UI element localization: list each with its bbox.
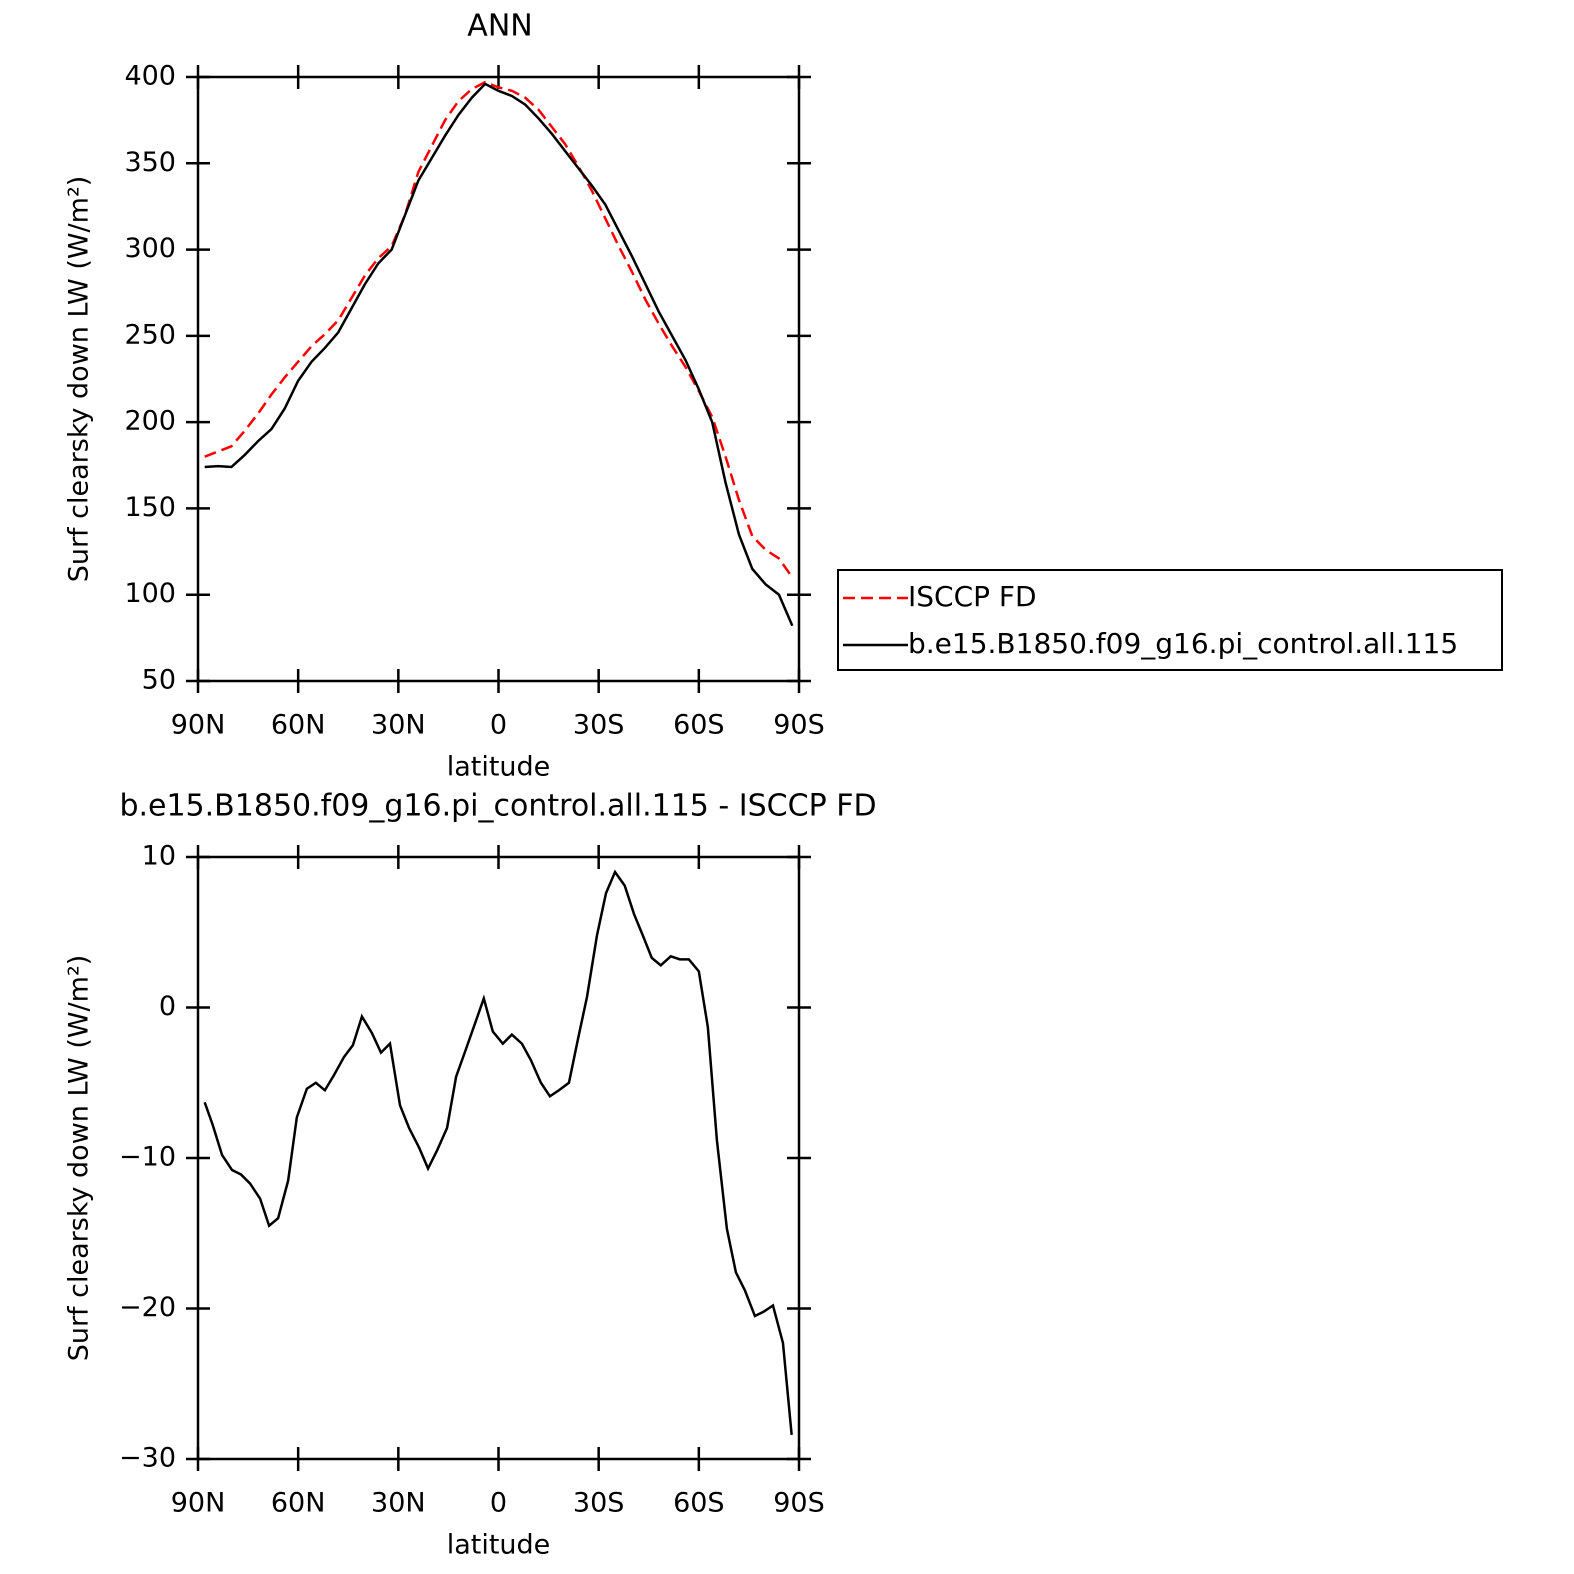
y-axis-label: Surf clearsky down LW (W/m²) <box>64 955 95 1362</box>
x-tick-label: 30S <box>573 1488 625 1519</box>
data-line <box>204 80 794 579</box>
y-tick-label: 350 <box>124 147 176 178</box>
x-tick-label: 90N <box>171 710 226 741</box>
y-tick-label: 150 <box>124 492 176 523</box>
y-tick-label: 400 <box>124 61 176 92</box>
x-tick-label: 0 <box>490 710 507 741</box>
x-tick-label: 30N <box>371 710 426 741</box>
y-tick-label: −10 <box>119 1142 176 1173</box>
data-line <box>204 82 794 627</box>
y-tick-label: 10 <box>142 841 176 872</box>
x-tick-label: 90S <box>773 710 825 741</box>
y-axis-label: Surf clearsky down LW (W/m²) <box>64 176 95 583</box>
plot-frame <box>196 855 801 1461</box>
x-tick-label: 90S <box>773 1488 825 1519</box>
x-tick-label: 30N <box>371 1488 426 1519</box>
y-tick-label: 300 <box>124 233 176 264</box>
y-tick-label: −20 <box>119 1292 176 1323</box>
y-tick-label: 0 <box>159 991 176 1022</box>
y-tick-label: 250 <box>124 319 176 350</box>
plot-frame <box>196 75 801 683</box>
x-tick-label: 60S <box>673 710 725 741</box>
x-tick-label: 0 <box>490 1488 507 1519</box>
x-tick-label: 60N <box>271 1488 326 1519</box>
y-tick-label: 200 <box>124 406 176 437</box>
data-line <box>203 869 793 1436</box>
x-tick-label: 90N <box>171 1488 226 1519</box>
chart-title: b.e15.B1850.f09_g16.pi_control.all.115 -… <box>119 789 876 824</box>
legend-label: b.e15.B1850.f09_g16.pi_control.all.115 <box>908 627 1458 660</box>
x-axis-label: latitude <box>447 1530 551 1561</box>
chart-title: ANN <box>467 9 532 44</box>
x-tick-label: 30S <box>573 710 625 741</box>
legend-box <box>837 569 1503 671</box>
x-axis-label: latitude <box>447 752 551 783</box>
legend-label: ISCCP FD <box>908 580 1037 613</box>
x-tick-label: 60S <box>673 1488 725 1519</box>
y-tick-label: 50 <box>142 665 176 696</box>
y-tick-label: 100 <box>124 578 176 609</box>
x-tick-label: 60N <box>271 710 326 741</box>
y-tick-label: −30 <box>119 1443 176 1474</box>
